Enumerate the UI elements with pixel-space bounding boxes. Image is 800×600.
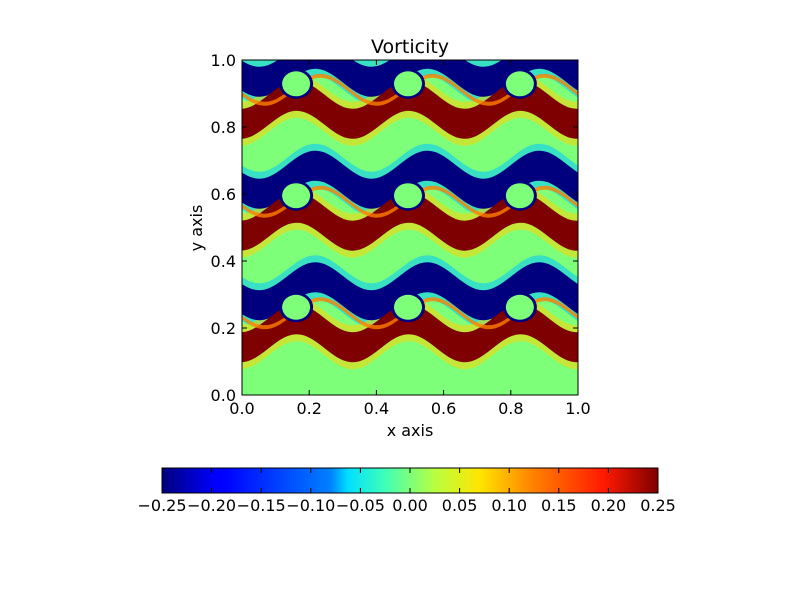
- colorbar-tick-label: −0.20: [187, 496, 236, 515]
- negative-vorticity-band: [242, 60, 578, 97]
- y-tick-label: 1.0: [211, 51, 236, 70]
- negative-vorticity-band: [242, 262, 578, 321]
- positive-vorticity-band: [242, 304, 578, 363]
- x-tick-label: 0.4: [364, 399, 389, 418]
- x-tick-label: 0.6: [431, 399, 456, 418]
- vortex-core: [282, 294, 311, 320]
- y-tick-label: 0.0: [211, 386, 236, 405]
- vortex-core: [505, 71, 534, 97]
- vortex-core: [394, 294, 422, 320]
- vorticity-heatmap: [242, 60, 578, 395]
- vortex-core: [394, 183, 422, 209]
- colorbar-tick-label: −0.15: [237, 496, 286, 515]
- plot-frame: [241, 59, 579, 396]
- colorbar-tick-label: 0.20: [591, 496, 627, 515]
- shear-layer: [242, 60, 578, 146]
- x-tick-label: 1.0: [565, 399, 590, 418]
- colorbar: −0.25 −0.20 −0.15 −0.10 −0.05 0.00 0.05 0.10 0.1…: [137, 467, 676, 515]
- y-tick-label: 0.8: [211, 118, 236, 137]
- y-axis-label: y axis: [187, 205, 206, 252]
- shear-layer: [242, 143, 578, 258]
- vortex-core: [282, 183, 311, 209]
- vortex-core: [505, 294, 534, 320]
- y-tick-label: 0.2: [211, 319, 236, 338]
- colorbar-tick-label: −0.10: [286, 496, 335, 515]
- negative-vorticity-band: [242, 150, 578, 209]
- colorbar-tick-label: 0.10: [491, 496, 527, 515]
- colorbar-tick-label: −0.05: [336, 496, 385, 515]
- colorbar-tick-label: 0.00: [392, 496, 428, 515]
- colorbar-tick-label: −0.25: [137, 496, 186, 515]
- x-axis-label: x axis: [387, 421, 434, 440]
- x-axis: 0.0 0.2 0.4 0.6 0.8 1.0: [229, 60, 591, 418]
- colorbar-tick-label: 0.25: [640, 496, 676, 515]
- interface-line: [242, 297, 578, 330]
- colorbar-tick-label: 0.05: [442, 496, 478, 515]
- vortex-core: [505, 183, 534, 209]
- vortex-core: [394, 71, 422, 97]
- x-tick-label: 0.2: [296, 399, 321, 418]
- x-tick-label: 0.8: [498, 399, 523, 418]
- interface-line: [242, 73, 578, 106]
- y-tick-label: 0.6: [211, 185, 236, 204]
- interface-line: [242, 185, 578, 218]
- chart-title: Vorticity: [371, 36, 449, 58]
- vortex-core: [282, 71, 311, 97]
- colorbar-tick-label: 0.15: [541, 496, 577, 515]
- y-tick-label: 0.4: [211, 252, 236, 271]
- positive-vorticity-band: [242, 80, 578, 139]
- x-tick-label: 0.0: [229, 399, 254, 418]
- y-axis: 0.0 0.2 0.4 0.6 0.8 1.0: [211, 51, 578, 405]
- shear-layer: [242, 255, 578, 370]
- positive-vorticity-band: [242, 192, 578, 251]
